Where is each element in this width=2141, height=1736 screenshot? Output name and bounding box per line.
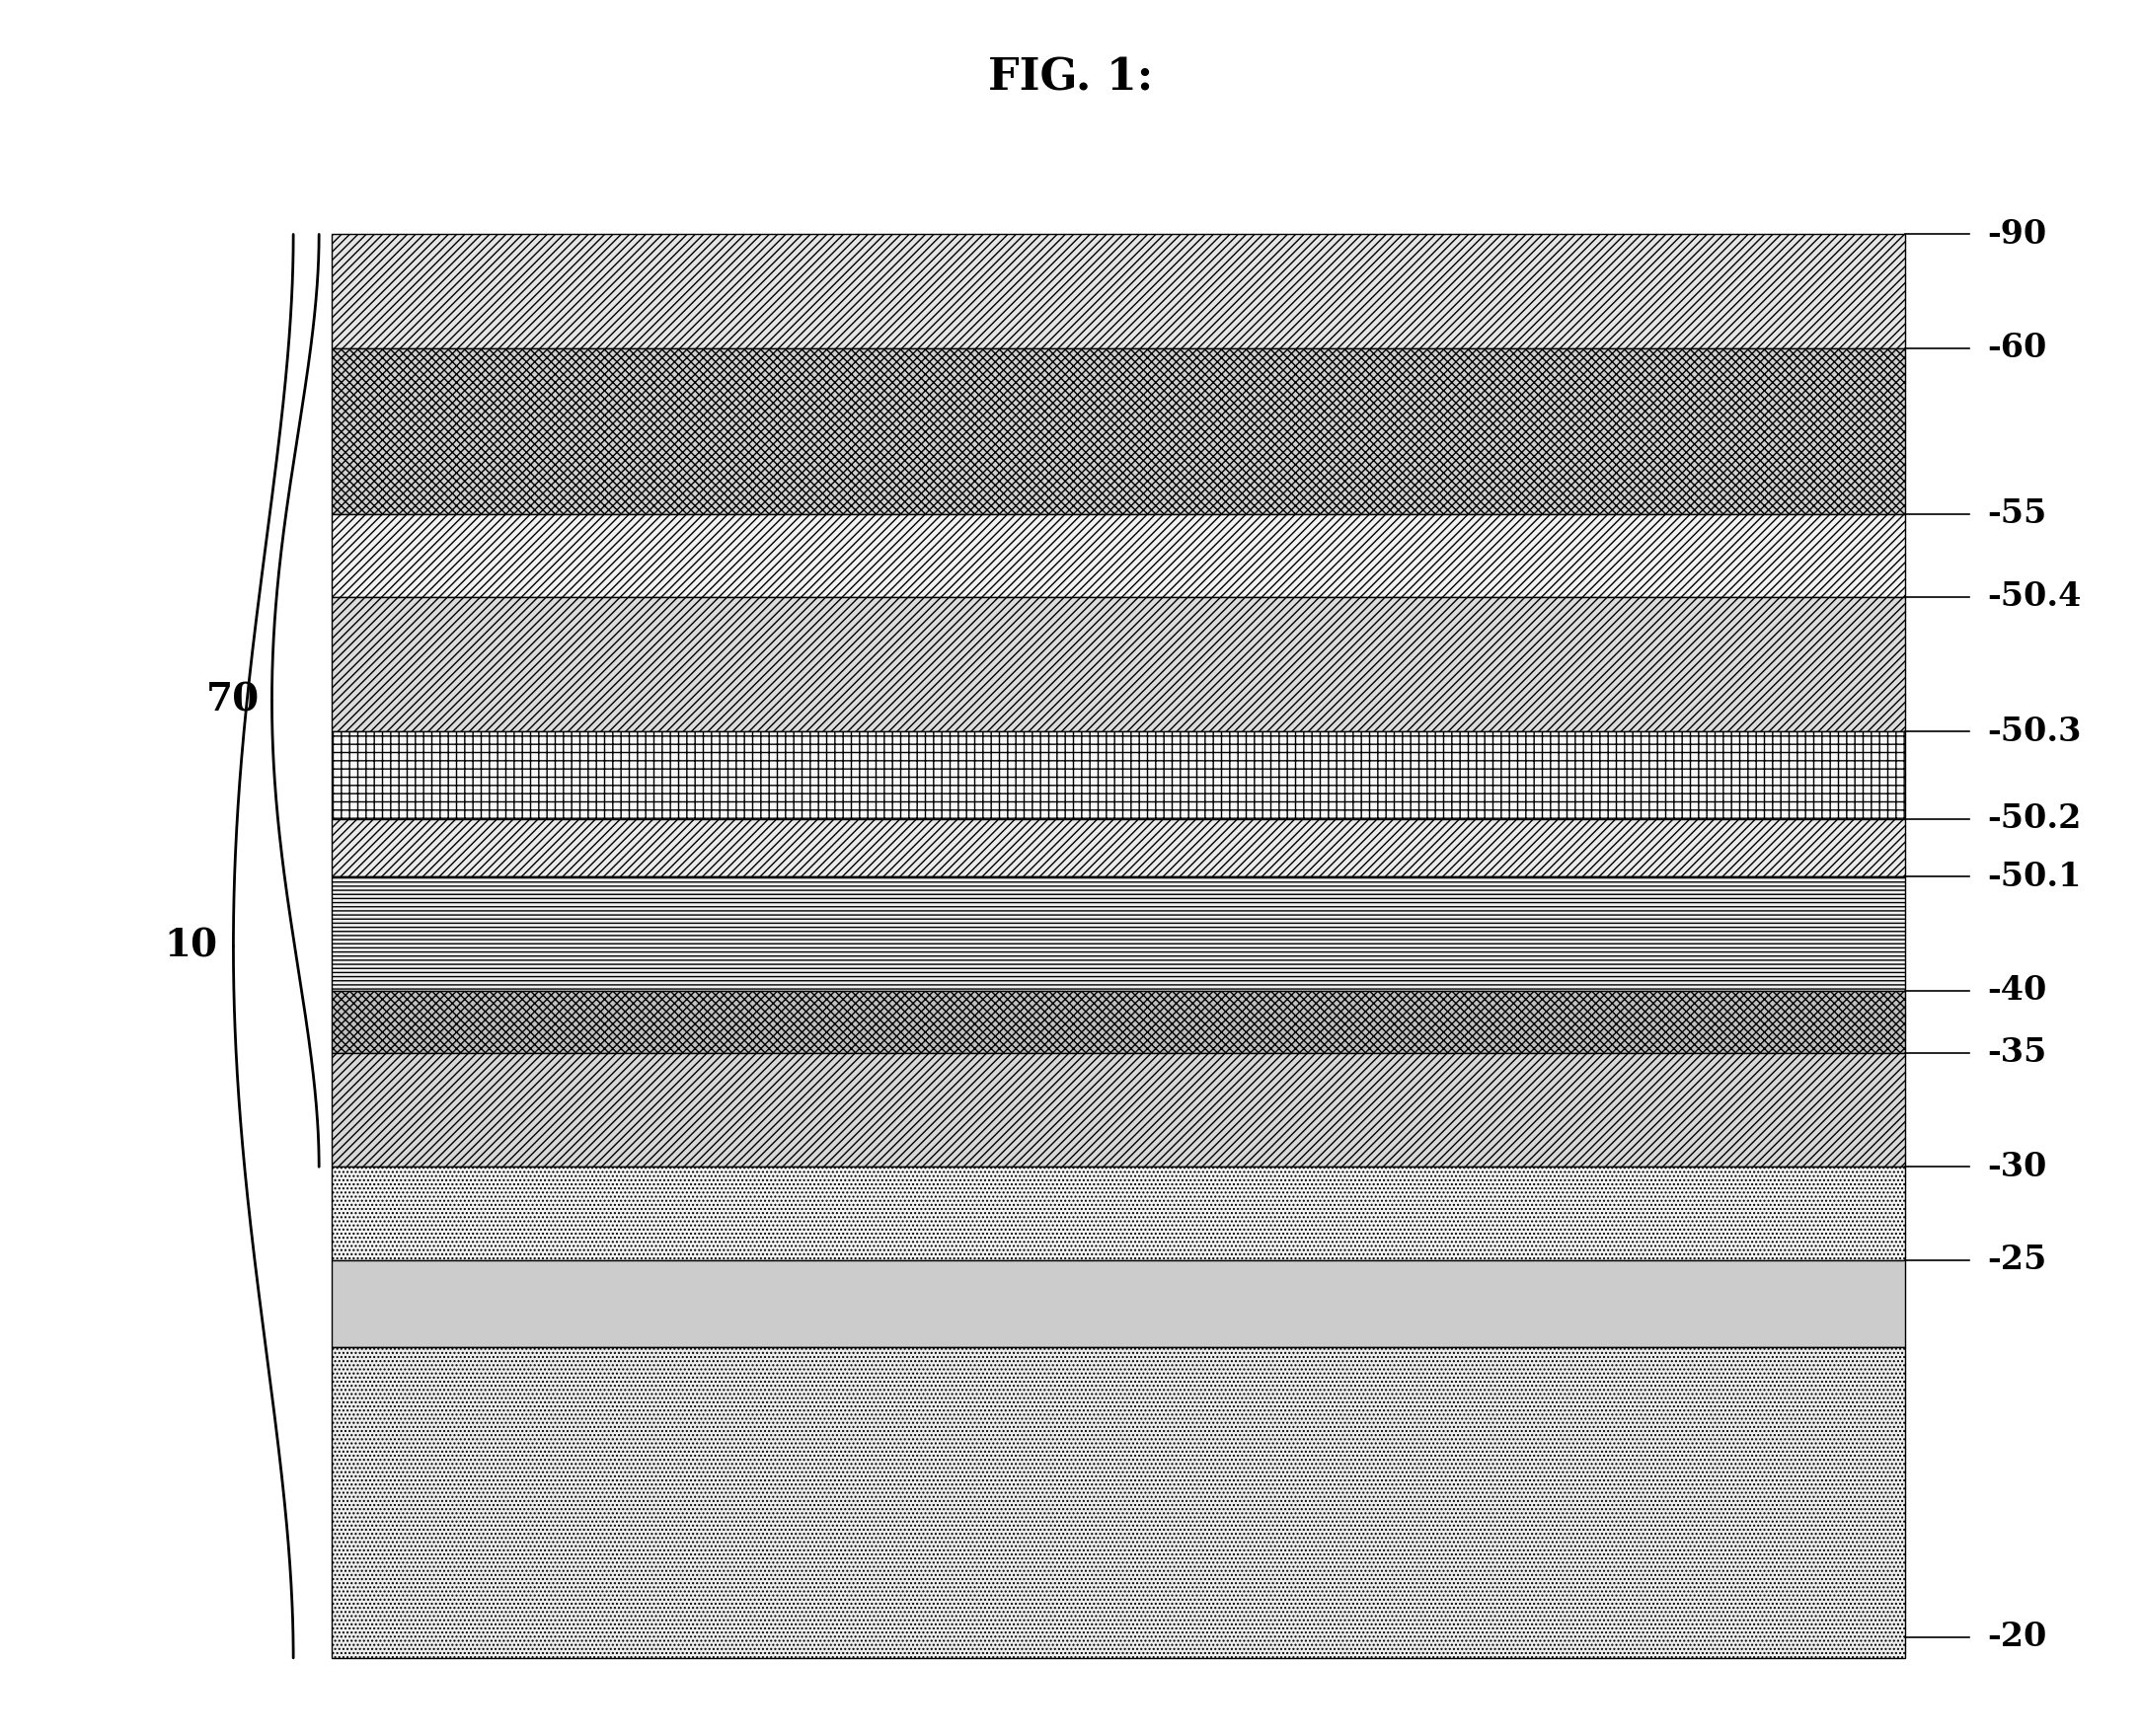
Text: -55: -55 (1987, 498, 2047, 531)
Bar (332, 514, 1905, 597)
Text: FIG. 1:: FIG. 1: (987, 57, 1154, 99)
Text: -50.4: -50.4 (1987, 580, 2081, 613)
Bar (332, 819, 1905, 877)
Bar (332, 1167, 1905, 1260)
Text: 10: 10 (165, 927, 216, 965)
Bar (332, 1347, 1905, 1658)
Bar (332, 877, 1905, 991)
Bar (332, 1052, 1905, 1167)
Bar (332, 349, 1905, 514)
Text: -40: -40 (1987, 974, 2047, 1007)
Text: -30: -30 (1987, 1151, 2047, 1182)
Bar (332, 234, 1905, 349)
Text: -50.2: -50.2 (1987, 802, 2081, 835)
Text: -90: -90 (1987, 219, 2047, 250)
Text: -50.3: -50.3 (1987, 715, 2081, 748)
Bar (332, 597, 1905, 731)
Bar (332, 991, 1905, 1052)
Text: -60: -60 (1987, 332, 2047, 365)
Bar (332, 731, 1905, 819)
Text: -50.1: -50.1 (1987, 861, 2081, 892)
Text: -25: -25 (1987, 1243, 2047, 1276)
Text: 70: 70 (206, 682, 261, 719)
Text: -35: -35 (1987, 1036, 2047, 1069)
Bar (332, 1260, 1905, 1347)
Text: -20: -20 (1987, 1621, 2047, 1653)
